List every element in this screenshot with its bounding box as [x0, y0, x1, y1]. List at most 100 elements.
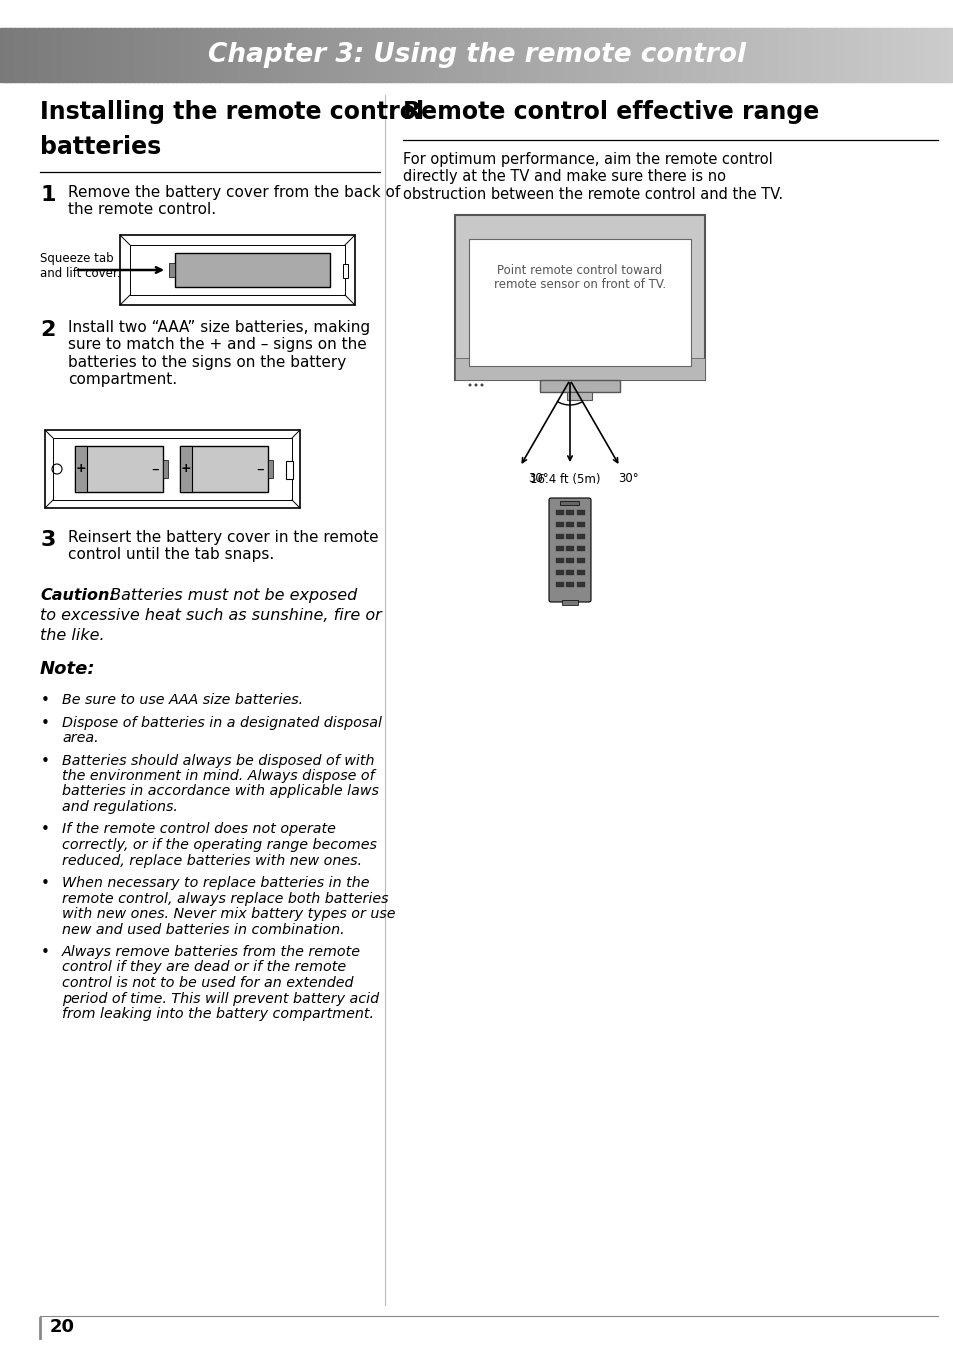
Text: For optimum performance, aim the remote control
directly at the TV and make sure: For optimum performance, aim the remote …: [402, 152, 782, 202]
Bar: [429, 28, 435, 83]
Bar: [572, 28, 578, 83]
Bar: [566, 533, 574, 539]
Bar: [556, 533, 563, 539]
Bar: [700, 28, 706, 83]
Bar: [0, 28, 6, 83]
Bar: [648, 28, 654, 83]
Bar: [167, 28, 172, 83]
Bar: [434, 28, 439, 83]
Text: 2: 2: [40, 320, 55, 340]
Text: batteries in accordance with applicable laws: batteries in accordance with applicable …: [62, 784, 378, 799]
Text: Batteries must not be exposed: Batteries must not be exposed: [105, 588, 356, 603]
Bar: [95, 28, 101, 83]
Bar: [824, 28, 830, 83]
Bar: [662, 28, 668, 83]
Text: Squeeze tab
and lift cover.: Squeeze tab and lift cover.: [40, 252, 120, 280]
Bar: [681, 28, 687, 83]
Bar: [867, 28, 873, 83]
Bar: [539, 380, 619, 393]
Text: Install two “AAA” size batteries, making
sure to match the + and – signs on the
: Install two “AAA” size batteries, making…: [68, 320, 370, 387]
Bar: [556, 570, 563, 575]
Bar: [455, 215, 704, 380]
Text: reduced, replace batteries with new ones.: reduced, replace batteries with new ones…: [62, 853, 361, 868]
Bar: [529, 28, 535, 83]
Bar: [643, 28, 649, 83]
Bar: [720, 28, 725, 83]
Bar: [372, 28, 377, 83]
Bar: [786, 28, 792, 83]
Bar: [705, 28, 711, 83]
Bar: [586, 28, 592, 83]
Text: +: +: [180, 463, 192, 475]
Bar: [934, 28, 940, 83]
Bar: [281, 28, 287, 83]
Bar: [129, 28, 134, 83]
Bar: [567, 393, 592, 399]
Bar: [566, 523, 574, 527]
Bar: [615, 28, 620, 83]
Bar: [395, 28, 401, 83]
Bar: [848, 28, 854, 83]
Bar: [553, 28, 558, 83]
Text: •: •: [41, 822, 50, 838]
Bar: [924, 28, 930, 83]
Bar: [462, 28, 468, 83]
Bar: [71, 28, 77, 83]
Bar: [174, 253, 330, 287]
Bar: [943, 28, 949, 83]
Bar: [743, 28, 749, 83]
Bar: [560, 501, 578, 505]
Bar: [343, 264, 348, 278]
Text: Remove the battery cover from the back of
the remote control.: Remove the battery cover from the back o…: [68, 185, 400, 218]
Bar: [455, 357, 704, 380]
Bar: [229, 28, 234, 83]
Bar: [556, 510, 563, 515]
Circle shape: [480, 383, 483, 386]
Bar: [376, 28, 382, 83]
Bar: [886, 28, 892, 83]
Bar: [324, 28, 330, 83]
Bar: [75, 445, 163, 492]
Text: If the remote control does not operate: If the remote control does not operate: [62, 822, 335, 837]
Bar: [267, 28, 273, 83]
Bar: [343, 28, 349, 83]
Bar: [815, 28, 821, 83]
Bar: [91, 28, 96, 83]
Bar: [910, 28, 916, 83]
Text: •: •: [41, 876, 50, 891]
Bar: [624, 28, 630, 83]
Bar: [556, 558, 563, 563]
Bar: [76, 28, 82, 83]
Bar: [562, 28, 568, 83]
Bar: [734, 28, 740, 83]
Bar: [180, 445, 268, 492]
Text: Point remote control toward
remote sensor on front of TV.: Point remote control toward remote senso…: [494, 264, 665, 291]
Bar: [110, 28, 115, 83]
Bar: [262, 28, 268, 83]
Text: the like.: the like.: [40, 628, 105, 643]
Bar: [305, 28, 311, 83]
Text: Be sure to use AAA size batteries.: Be sure to use AAA size batteries.: [62, 693, 303, 707]
Bar: [233, 28, 239, 83]
Bar: [268, 460, 273, 478]
Bar: [62, 28, 68, 83]
Bar: [801, 28, 806, 83]
Bar: [19, 28, 25, 83]
Bar: [334, 28, 339, 83]
Bar: [186, 28, 192, 83]
Bar: [476, 28, 482, 83]
Bar: [556, 582, 563, 588]
Text: the environment in mind. Always dispose of: the environment in mind. Always dispose …: [62, 769, 375, 783]
Bar: [38, 28, 44, 83]
Text: control is not to be used for an extended: control is not to be used for an extende…: [62, 976, 354, 990]
Bar: [577, 546, 584, 551]
Bar: [391, 28, 396, 83]
Text: 20: 20: [50, 1317, 75, 1336]
Text: area.: area.: [62, 731, 98, 745]
Bar: [114, 28, 120, 83]
Bar: [57, 28, 63, 83]
Bar: [75, 445, 87, 492]
Bar: [410, 28, 416, 83]
Bar: [577, 533, 584, 539]
Bar: [210, 28, 215, 83]
